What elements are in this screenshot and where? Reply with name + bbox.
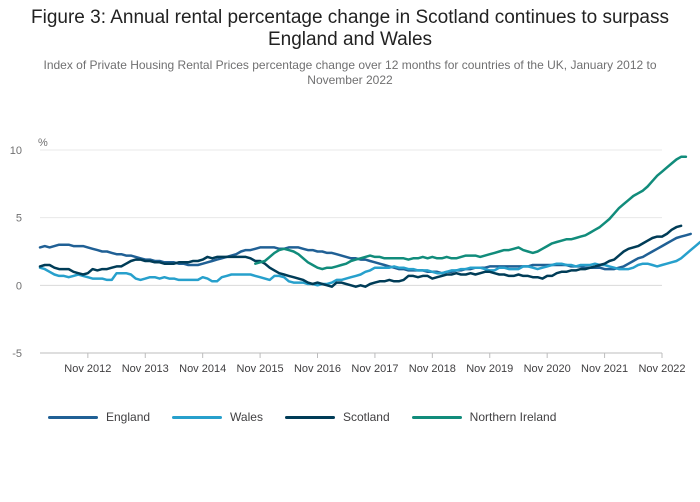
x-tick-label: Nov 2013 <box>122 363 169 375</box>
y-axis-label: % <box>38 137 48 149</box>
x-tick-label: Nov 2012 <box>64 363 111 375</box>
y-tick-label: 0 <box>16 280 22 292</box>
x-tick-label: Nov 2015 <box>237 363 284 375</box>
x-tick-label: Nov 2014 <box>179 363 226 375</box>
x-tick-label: Nov 2019 <box>466 363 513 375</box>
series-line-wales <box>38 240 700 287</box>
series-line-england <box>38 232 692 275</box>
axes: -5 0 5 10% Nov 2012 Nov 2013 Nov 2014 Nov 2015 N… <box>10 137 686 375</box>
legend-label: Northern Ireland <box>469 410 557 424</box>
x-tick-label: Nov 2017 <box>351 363 398 375</box>
legend-swatch <box>172 415 223 419</box>
series-lines <box>38 155 700 288</box>
x-tick-label: Nov 2021 <box>581 363 628 375</box>
x-tick-label: Nov 2022 <box>638 363 685 375</box>
x-tick-label: Nov 2020 <box>524 363 571 375</box>
legend-swatch <box>411 415 462 419</box>
legend-item-northern-ireland[interactable]: Northern Ireland <box>411 410 557 424</box>
legend-swatch <box>284 415 335 419</box>
legend-label: Scotland <box>342 410 390 424</box>
legend-item-scotland[interactable]: Scotland <box>284 410 390 424</box>
y-tick-label: -5 <box>12 348 22 360</box>
x-tick-label: Nov 2018 <box>409 363 456 375</box>
legend: England Wales Scotland Northern Ireland <box>48 408 578 426</box>
y-tick-label: 10 <box>10 145 22 157</box>
series-line-scotland <box>38 224 683 288</box>
y-tick-label: 5 <box>16 213 22 225</box>
legend-item-wales[interactable]: Wales <box>172 410 263 424</box>
legend-label: Wales <box>230 410 263 424</box>
chart-subtitle: Index of Private Housing Rental Prices p… <box>43 58 657 87</box>
series-line-northern-ireland <box>254 155 688 271</box>
x-tick-label: Nov 2016 <box>294 363 341 375</box>
legend-swatch <box>48 415 98 419</box>
legend-label: England <box>106 410 151 424</box>
legend-item-england[interactable]: England <box>48 410 150 424</box>
chart-title: Figure 3: Annual rental percentage chang… <box>31 7 669 50</box>
gridlines <box>40 149 662 354</box>
